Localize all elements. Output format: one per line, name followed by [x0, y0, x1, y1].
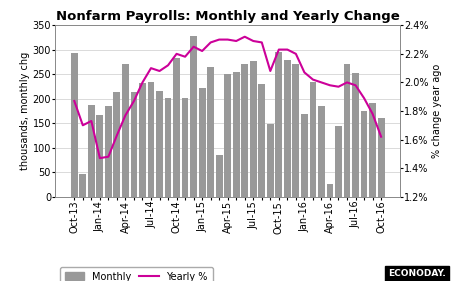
Bar: [224, 74, 230, 197]
Title: Nonfarm Payrolls: Monthly and Yearly Change: Nonfarm Payrolls: Monthly and Yearly Cha…: [56, 10, 399, 23]
Bar: [309, 81, 316, 197]
Bar: [258, 83, 265, 197]
Bar: [156, 91, 162, 197]
Legend: Monthly, Yearly %: Monthly, Yearly %: [60, 267, 212, 281]
Bar: [343, 64, 350, 197]
Bar: [283, 60, 290, 197]
Y-axis label: % change year ago: % change year ago: [431, 64, 441, 158]
Bar: [326, 184, 333, 197]
Bar: [377, 118, 384, 197]
Bar: [96, 115, 103, 197]
Bar: [215, 155, 222, 197]
Bar: [147, 81, 154, 197]
Bar: [130, 92, 137, 197]
Bar: [317, 106, 324, 197]
Bar: [249, 61, 256, 197]
Bar: [198, 89, 205, 197]
Bar: [369, 103, 375, 197]
Bar: [266, 124, 273, 197]
Bar: [300, 114, 307, 197]
Bar: [334, 126, 341, 197]
Bar: [88, 105, 95, 197]
Bar: [79, 174, 86, 197]
Bar: [292, 64, 299, 197]
Bar: [207, 67, 213, 197]
Bar: [232, 72, 239, 197]
Y-axis label: thousands, monthly chg: thousands, monthly chg: [20, 52, 29, 170]
Bar: [122, 64, 129, 197]
Bar: [241, 64, 247, 197]
Bar: [71, 53, 78, 197]
Bar: [352, 73, 358, 197]
Bar: [190, 36, 196, 197]
Bar: [113, 92, 120, 197]
Bar: [275, 52, 282, 197]
Text: ECONODAY.: ECONODAY.: [387, 269, 445, 278]
Bar: [173, 58, 179, 197]
Bar: [139, 83, 146, 197]
Bar: [181, 98, 188, 197]
Bar: [360, 110, 367, 197]
Bar: [105, 106, 112, 197]
Bar: [164, 98, 171, 197]
